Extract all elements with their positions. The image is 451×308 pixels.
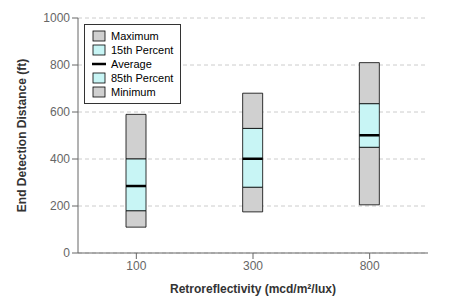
svg-text:800: 800 [50,58,70,72]
svg-text:300: 300 [243,259,263,273]
svg-text:400: 400 [50,152,70,166]
svg-text:800: 800 [360,259,380,273]
html-text:15th Percent: 15th Percent [111,44,174,56]
html-text:85th Percent: 85th Percent [111,72,174,84]
svg-text:100: 100 [126,259,146,273]
html-text:Average: Average [111,58,152,70]
html-text:Maximum: Maximum [111,30,159,42]
svg-text:1000: 1000 [43,11,70,25]
svg-text:0: 0 [63,246,70,260]
svg-text:Retroreflectivity (mcd/m²/lux): Retroreflectivity (mcd/m²/lux) [170,282,336,296]
svg-text:End Detection Distance (ft): End Detection Distance (ft) [15,59,29,212]
html-text:Minimum: Minimum [111,86,156,98]
svg-text:600: 600 [50,105,70,119]
svg-text:200: 200 [50,199,70,213]
